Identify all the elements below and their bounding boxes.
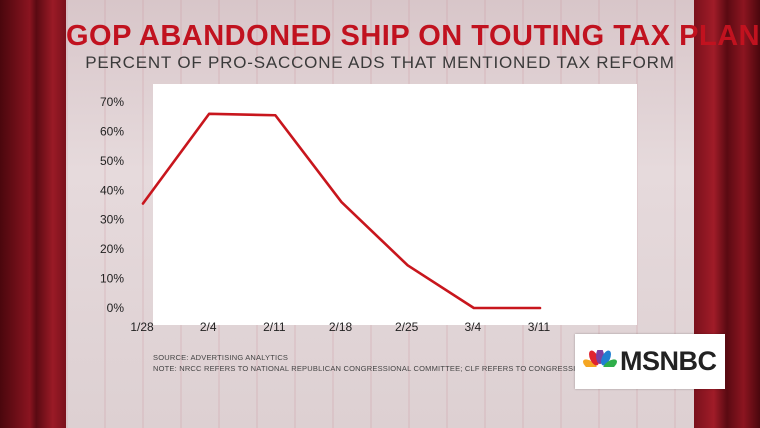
x-tick-label: 1/28: [130, 320, 154, 334]
chart-title: GOP ABANDONED SHIP ON TOUTING TAX PLAN: [66, 20, 760, 52]
x-tick-label: 3/11: [528, 320, 551, 334]
x-tick-label: 2/11: [263, 320, 286, 334]
x-tick-label: 2/18: [329, 320, 353, 334]
source-note: SOURCE: ADVERTISING ANALYTICS: [153, 353, 289, 362]
y-tick-label: 50%: [100, 154, 124, 168]
x-tick-label: 2/25: [395, 320, 419, 334]
footnotes: SOURCE: ADVERTISING ANALYTICS NOTE: NRCC…: [153, 352, 719, 374]
y-tick-label: 60%: [100, 124, 124, 138]
y-tick-label: 30%: [100, 213, 124, 227]
y-tick-label: 70%: [100, 95, 124, 109]
y-tick-label: 40%: [100, 183, 124, 197]
chart-subtitle: PERCENT OF PRO-SACCONE ADS THAT MENTIONE…: [85, 53, 675, 72]
plot-panel: [153, 84, 637, 325]
peacock-icon: [583, 349, 617, 374]
y-tick-label: 20%: [100, 242, 124, 256]
y-tick-label: 0%: [107, 301, 125, 315]
x-tick-label: 3/4: [464, 320, 481, 334]
series-line: [141, 112, 542, 310]
graphic-board: GOP ABANDONED SHIP ON TOUTING TAX PLAN P…: [66, 0, 760, 428]
line-chart: 0% 10% 20% 30% 40% 50% 60% 70% 1/28 2/4 2/11 2/18 2/…: [100, 95, 551, 334]
left-backdrop: [0, 0, 66, 428]
network-logo: MSNBC: [575, 334, 725, 389]
y-tick-label: 10%: [100, 272, 124, 286]
logo-text: MSNBC: [620, 346, 717, 376]
definition-note: NOTE: NRCC REFERS TO NATIONAL REPUBLICAN…: [153, 364, 719, 373]
x-tick-label: 2/4: [200, 320, 217, 334]
